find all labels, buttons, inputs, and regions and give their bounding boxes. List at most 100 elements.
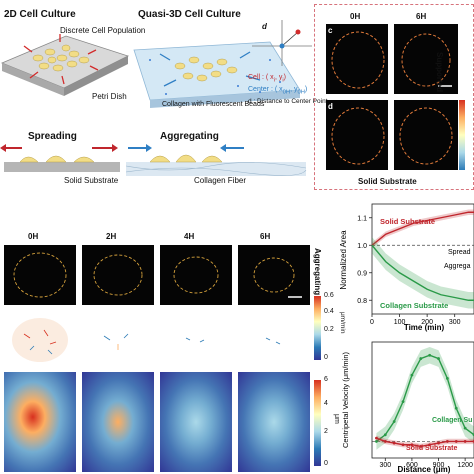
displacement-map-4h [160,372,232,472]
area-ytick-label: 1.1 [357,215,367,222]
d-symbol: d [262,22,267,31]
inset-time-6: 6H [416,12,427,21]
velocity-point [445,377,449,380]
inset-c-0h-image [326,24,388,94]
area-label-collagen: Collagen Substrate [380,301,448,310]
normalized-area-chart: Normalized Area Time (min) 0 100 200 300 1.… [339,203,474,332]
velocity-point [401,443,405,447]
petri-dish-schematic [0,34,130,96]
spread-aggregate-schematic [0,144,307,176]
velocity-point [428,443,432,447]
distance-diagram [252,20,312,66]
inset-panel-c-label: c [328,26,333,35]
area-label-spread: Spread [448,249,471,256]
displacement-tick-0: 6 [324,376,328,383]
displacement-map-2h [82,372,154,472]
velocity-point [375,440,378,443]
velocity-label-collagen: Collagen Su [432,417,472,424]
area-ytick-label: 0.9 [357,270,367,277]
area-ylabel: Normalized Area [339,230,348,290]
velocity-point [401,400,405,404]
velocity-point [437,357,440,360]
area-xtick-label: 200 [421,319,433,326]
fluor-image-2h [82,245,154,305]
velocity-map-6h [238,310,310,368]
cell-legend: Cell : ( xi, yi) [248,74,286,84]
displacement-tick-1: 4 [324,400,328,407]
displacement-map-6h [238,372,310,472]
area-series-line-1 [371,244,474,301]
velocity-series-line-1 [376,437,474,448]
velocity-point [383,440,387,443]
fluor-image-6h [238,245,310,305]
velocity-xtick-label: 300 [379,462,391,469]
time-label-0h: 0H [28,232,39,241]
fluor-image-0h [4,245,76,305]
velocity-xtick-label: 1200 [457,462,473,469]
velocity-point [445,440,449,443]
time-label-4h: 4H [184,232,195,241]
velocity-point [392,420,396,423]
inset-d-6h-image [394,100,458,170]
spreading-label: Spreading [28,131,77,142]
velocity-tick-0: 0.6 [324,292,334,299]
velocity-series-line-0 [376,354,474,442]
collagen-gel-schematic [133,41,301,108]
velocity-label-solid: Solid Substrate [406,445,457,452]
velocity-tick-2: 0.2 [324,326,334,333]
distance-legend: d : Distance to Center Point [248,98,328,105]
velocity-point [463,440,467,443]
time-label-6h: 6H [260,232,271,241]
velocity-map-4h [160,310,232,368]
velocity-colorbar [314,296,321,360]
time-label-2h: 2H [106,232,117,241]
velocity-point [410,443,414,447]
velocity-point [419,445,423,448]
fluor-image-4h [160,245,232,305]
collagen-fiber-label: Collagen Fiber [194,176,247,185]
title-quasi3d-culture: Quasi-3D Cell Culture [138,9,241,20]
velocity-point [383,433,387,437]
collagen-beads-label: Collagen with Fluorescent Beads [162,101,265,108]
velocity-ylabel: Centripetal Velocity (μm/min) [341,351,350,448]
velocity-point [454,440,458,443]
displacement-tick-2: 2 [324,428,328,435]
displacement-colorbar [314,380,321,466]
area-ytick-label: 0.8 [357,298,367,305]
solid-substrate-label: Solid Substrate [64,176,119,185]
velocity-xtick-label: 900 [433,462,445,469]
velocity-point [375,436,378,440]
inset-panel-d-label: d [328,102,333,111]
center-legend: Center : ( x0H, y0H) [248,86,308,96]
velocity-point [392,441,396,445]
velocity-band-0 [376,346,474,450]
velocity-point [428,353,432,357]
velocity-xlabel: Distance (μm) [398,465,451,474]
petri-dish-label: Petri Dish [92,92,127,101]
area-xtick-label: 100 [394,319,406,326]
area-band-1 [372,237,474,309]
inset-d-0h-image [326,100,388,170]
velocity-plot-frame [371,341,474,459]
velocity-tick-1: 0.4 [324,308,334,315]
area-xtick-label: 0 [370,319,374,326]
aggregating-side-label: Aggregating [313,248,322,296]
inset-side-label: Supported [435,52,444,92]
centripetal-velocity-chart: Centripetal Velocity (μm/min) Distance (… [341,341,474,474]
title-2d-culture: 2D Cell Culture [4,9,76,20]
area-label-aggregating: Aggrega [444,263,471,270]
velocity-point [437,441,440,445]
velocity-map-2h [82,310,154,368]
area-xlabel: Time (min) [404,323,445,332]
displacement-tick-3: 0 [324,460,328,467]
velocity-point [419,357,423,360]
velocity-point [410,373,414,377]
area-band-0 [372,209,474,248]
inset-bottom-label: Solid Substrate [358,177,417,186]
inset-c-6h-image [394,24,458,94]
velocity-tick-3: 0 [324,354,328,361]
velocity-map-0h [4,310,76,368]
velocity-point [454,406,458,410]
area-xtick-label: 300 [449,319,461,326]
inset-colorbar [459,100,465,170]
